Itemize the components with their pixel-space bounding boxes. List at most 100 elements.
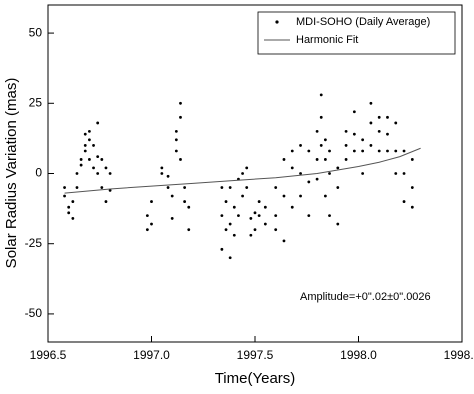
x-tick-label: 1998.5: [444, 348, 474, 362]
data-point: [402, 149, 406, 153]
data-point: [352, 132, 356, 136]
data-point: [315, 129, 319, 133]
data-point: [88, 138, 91, 142]
data-point: [92, 144, 95, 147]
data-point: [88, 129, 91, 133]
data-point: [75, 186, 79, 189]
data-point: [307, 149, 311, 153]
data-point: [232, 205, 236, 209]
data-point: [328, 172, 331, 175]
data-point: [323, 158, 327, 161]
data-point: [410, 186, 414, 189]
data-point: [369, 101, 373, 105]
data-point: [100, 158, 104, 161]
data-point: [410, 158, 414, 161]
data-point: [394, 172, 398, 175]
data-point: [369, 121, 373, 125]
data-point: [79, 158, 83, 161]
data-point: [336, 166, 340, 170]
data-point: [88, 158, 91, 161]
data-point: [166, 186, 170, 189]
x-tick-label: 1997.5: [237, 348, 274, 362]
data-point: [71, 217, 75, 220]
data-point: [274, 228, 278, 232]
data-point: [386, 132, 389, 136]
y-tick-label: 25: [29, 95, 43, 109]
data-point: [315, 158, 319, 161]
data-point: [241, 172, 244, 175]
data-point: [108, 188, 112, 192]
data-point: [224, 228, 228, 232]
y-axis-label: Solar Radius Variation (mas): [3, 78, 20, 269]
data-point: [160, 172, 164, 175]
data-point: [104, 166, 108, 170]
data-point: [386, 149, 389, 153]
data-point: [369, 144, 373, 147]
x-axis-label: Time(Years): [215, 370, 296, 387]
data-point: [315, 177, 319, 181]
data-point: [245, 186, 249, 189]
data-point: [386, 115, 389, 119]
data-point: [245, 166, 249, 170]
data-point: [394, 121, 398, 125]
data-point: [352, 110, 356, 114]
data-point: [145, 214, 149, 218]
data-point: [257, 200, 261, 203]
data-point: [179, 101, 182, 105]
data-point: [67, 205, 71, 209]
data-point: [377, 115, 381, 119]
data-point: [282, 158, 286, 161]
data-point: [290, 166, 294, 170]
data-point: [170, 194, 174, 198]
data-point: [336, 186, 340, 189]
data-point: [323, 194, 327, 198]
legend-box: [257, 11, 456, 55]
data-point: [232, 233, 236, 237]
data-point: [274, 186, 278, 189]
data-point: [71, 200, 75, 203]
data-point: [344, 158, 348, 161]
data-point: [323, 138, 327, 142]
x-tick-label: 1996.5: [30, 348, 67, 362]
data-point: [361, 172, 365, 175]
data-point: [63, 194, 66, 198]
legend-label: MDI-SOHO (Daily Average): [296, 16, 430, 28]
data-point: [104, 200, 108, 203]
data-point: [319, 93, 323, 97]
data-point: [170, 217, 174, 220]
data-point: [150, 222, 153, 226]
data-point: [228, 186, 232, 189]
data-point: [75, 172, 79, 175]
data-point: [220, 214, 224, 218]
data-point: [253, 228, 257, 232]
legend-marker: [275, 20, 279, 24]
y-tick-label: 0: [35, 166, 42, 180]
data-point: [79, 163, 83, 167]
data-point: [224, 200, 228, 203]
data-point: [307, 180, 311, 184]
data-point: [187, 228, 191, 232]
data-point: [228, 256, 232, 260]
data-point: [92, 166, 95, 170]
x-tick-label: 1998.0: [340, 348, 377, 362]
y-tick-label: -25: [25, 236, 43, 250]
data-point: [344, 129, 348, 133]
data-point: [299, 144, 302, 147]
legend-label: Harmonic Fit: [296, 34, 358, 46]
data-point: [290, 149, 294, 153]
data-point: [174, 138, 178, 142]
data-point: [328, 214, 331, 218]
data-point: [402, 200, 406, 203]
data-point: [249, 217, 253, 220]
data-point: [174, 149, 178, 153]
data-point: [228, 222, 232, 226]
data-point: [410, 205, 414, 209]
data-point: [237, 214, 240, 218]
data-point: [220, 247, 224, 251]
data-point: [249, 233, 253, 237]
y-tick-label: 50: [29, 25, 43, 39]
data-point: [319, 144, 323, 147]
data-point: [166, 174, 170, 178]
data-point: [145, 228, 149, 232]
data-point: [179, 158, 182, 161]
